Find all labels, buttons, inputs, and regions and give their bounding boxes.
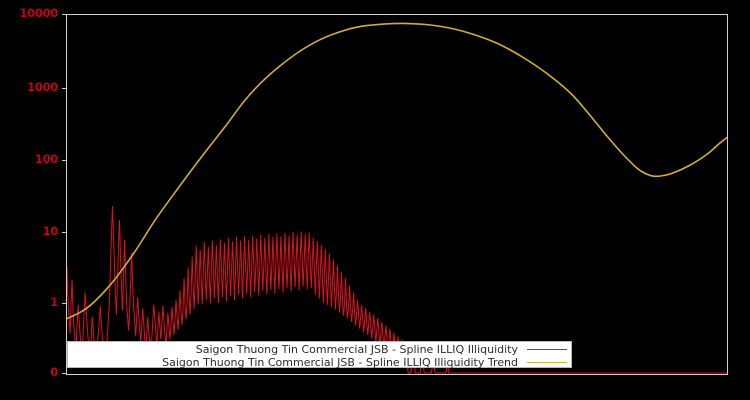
y-axis-tick-mark xyxy=(62,303,66,304)
plot-axes-frame xyxy=(66,14,728,375)
chart-legend: Saigon Thuong Tin Commercial JSB - Splin… xyxy=(67,341,572,369)
y-axis-tick-label: 100 xyxy=(34,152,58,166)
y-axis-tick-label: 1000 xyxy=(27,80,58,94)
y-axis-tick-label: 10000 xyxy=(19,6,58,20)
y-axis-tick-mark xyxy=(62,160,66,161)
illiquidity-trend-line xyxy=(66,22,728,320)
legend-entry-trend[interactable]: Saigon Thuong Tin Commercial JSB - Splin… xyxy=(68,356,571,369)
legend-label-series: Saigon Thuong Tin Commercial JSB - Splin… xyxy=(195,343,518,356)
legend-label-trend: Saigon Thuong Tin Commercial JSB - Splin… xyxy=(162,356,518,369)
y-axis-tick-label: 10 xyxy=(42,224,59,238)
legend-swatch-series-icon xyxy=(527,349,567,350)
y-axis-tick-label: 0 xyxy=(50,365,58,379)
legend-swatch-trend-icon xyxy=(527,362,567,363)
y-axis-tick-mark xyxy=(62,232,66,233)
y-axis-tick-mark xyxy=(62,14,66,15)
y-axis-tick-mark xyxy=(62,373,66,374)
y-axis-tick-mark xyxy=(62,88,66,89)
legend-entry-series[interactable]: Saigon Thuong Tin Commercial JSB - Splin… xyxy=(68,343,571,356)
y-axis-tick-label: 1 xyxy=(50,295,58,309)
